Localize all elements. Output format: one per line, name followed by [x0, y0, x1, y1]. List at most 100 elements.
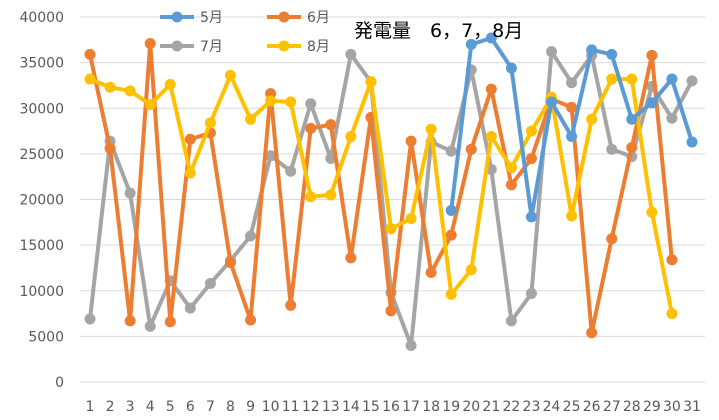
data-point [265, 95, 277, 107]
data-point [606, 233, 618, 245]
x-tick-label: 20 [462, 399, 480, 415]
data-point [405, 135, 417, 147]
legend-item: 7月 [160, 39, 223, 55]
y-tick-label: 35000 [19, 56, 64, 72]
data-point [204, 277, 216, 289]
legend-swatch-marker [171, 11, 183, 23]
legend-label: 5月 [200, 10, 223, 26]
data-point [445, 204, 457, 216]
chart-title: 発電量 6，7，8月 [354, 20, 523, 42]
data-point [505, 179, 517, 191]
data-point [144, 320, 156, 332]
data-point [204, 117, 216, 129]
x-tick-label: 29 [643, 399, 661, 415]
x-tick-label: 21 [482, 399, 500, 415]
data-point [465, 38, 477, 50]
data-point [345, 252, 357, 264]
data-point [586, 44, 598, 56]
data-point [686, 136, 698, 148]
data-point [144, 99, 156, 111]
series-4 [84, 69, 678, 320]
data-point [586, 327, 598, 339]
data-point [566, 101, 578, 113]
legend-item: 6月 [267, 10, 330, 26]
x-tick-label: 11 [282, 399, 300, 415]
data-point [164, 316, 176, 328]
x-tick-label: 26 [583, 399, 601, 415]
data-point [305, 98, 317, 110]
y-tick-label: 10000 [19, 284, 64, 300]
data-point [144, 37, 156, 49]
x-tick-label: 5 [166, 399, 175, 415]
x-tick-label: 17 [402, 399, 420, 415]
data-point [666, 308, 678, 320]
data-point [285, 165, 297, 177]
x-tick-label: 19 [442, 399, 460, 415]
legend: 5月 6月 7月 8月 [160, 10, 330, 55]
x-tick-label: 7 [206, 399, 215, 415]
data-point [606, 73, 618, 85]
data-point [505, 315, 517, 327]
x-tick-label: 2 [106, 399, 115, 415]
data-point [365, 76, 377, 88]
legend-item: 5月 [160, 10, 223, 26]
x-tick-label: 10 [262, 399, 280, 415]
data-point [626, 141, 638, 153]
data-point [525, 287, 537, 299]
data-point [305, 122, 317, 134]
legend-swatch-marker [278, 40, 290, 52]
data-point [606, 48, 618, 60]
data-point [525, 211, 537, 223]
x-tick-label: 23 [523, 399, 541, 415]
x-axis-labels: 1 2 3 4 5 6 7 8 9 10 11 12 13 14 15 16 17 18 19 20 21 22 23 24 2… [86, 399, 701, 415]
data-point [686, 75, 698, 87]
data-point [445, 229, 457, 241]
x-tick-label: 13 [322, 399, 340, 415]
data-point [224, 69, 236, 81]
legend-swatch-marker [171, 40, 183, 52]
data-point [626, 73, 638, 85]
x-tick-label: 18 [422, 399, 440, 415]
y-tick-label: 0 [55, 375, 64, 391]
y-tick-label: 20000 [19, 193, 64, 209]
x-tick-label: 31 [683, 399, 701, 415]
x-tick-label: 4 [146, 399, 155, 415]
series-layer [84, 32, 698, 351]
data-point [124, 85, 136, 97]
x-tick-label: 24 [543, 399, 561, 415]
x-tick-label: 28 [623, 399, 641, 415]
data-point [445, 145, 457, 157]
y-tick-label: 25000 [19, 147, 64, 163]
data-point [184, 133, 196, 145]
series-line [88, 73, 674, 316]
data-point [425, 267, 437, 278]
data-point [546, 46, 558, 58]
data-point [505, 62, 517, 74]
x-tick-label: 25 [563, 399, 581, 415]
data-point [265, 150, 277, 162]
x-tick-label: 14 [342, 399, 360, 415]
data-point [245, 314, 257, 326]
data-point [586, 113, 598, 125]
data-point [104, 142, 116, 154]
data-point [84, 73, 96, 85]
data-point [164, 79, 176, 91]
x-tick-label: 15 [362, 399, 380, 415]
data-point [245, 113, 257, 125]
legend-swatch-marker [278, 11, 290, 23]
data-point [666, 73, 678, 85]
data-point [345, 131, 357, 143]
data-point [525, 152, 537, 164]
legend-label: 7月 [200, 39, 223, 55]
data-point [385, 223, 397, 235]
data-point [425, 123, 437, 135]
data-point [184, 302, 196, 314]
data-point [285, 96, 297, 108]
data-point [405, 213, 417, 225]
data-point [666, 112, 678, 124]
data-point [485, 131, 497, 143]
data-point [124, 315, 136, 327]
data-point [305, 191, 317, 203]
data-point [124, 187, 136, 199]
